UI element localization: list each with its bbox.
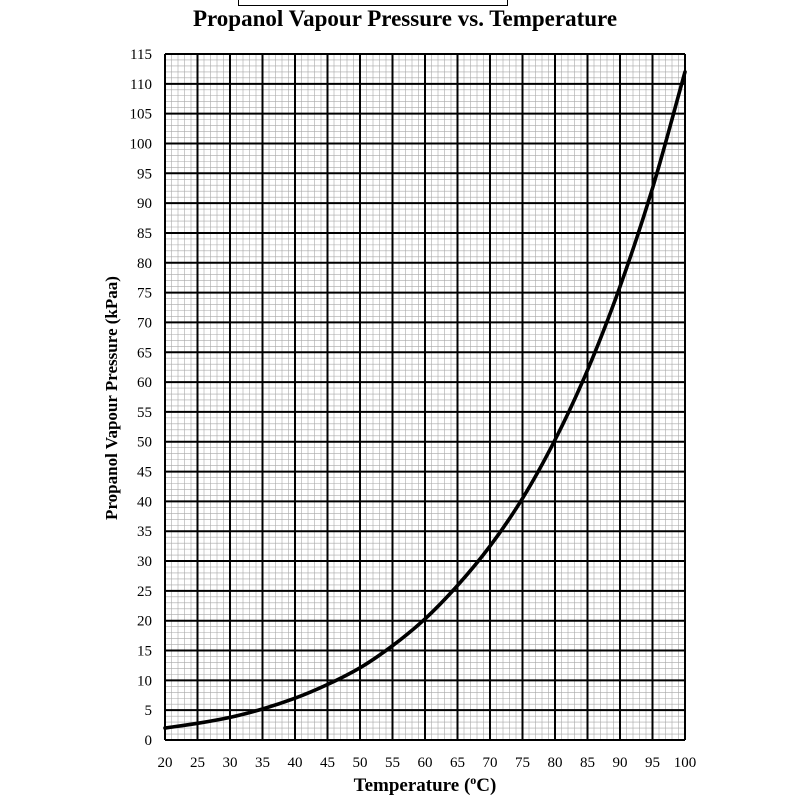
x-axis-label-main: Temperature ( xyxy=(354,775,471,796)
data-series xyxy=(163,70,687,730)
y-tick-label: 105 xyxy=(130,107,153,123)
y-tick-label: 10 xyxy=(137,673,152,689)
y-tick-label: 90 xyxy=(137,196,152,212)
y-tick-label: 35 xyxy=(137,524,152,540)
y-tick-label: 20 xyxy=(137,614,152,630)
y-tick-label: 15 xyxy=(137,644,152,660)
y-tick-label: 40 xyxy=(137,494,152,510)
x-tick-label: 30 xyxy=(223,755,238,771)
y-tick-label: 110 xyxy=(130,77,152,93)
x-tick-label: 85 xyxy=(580,755,595,771)
x-tick-label: 100 xyxy=(674,755,697,771)
x-tick-label: 65 xyxy=(450,755,465,771)
y-tick-label: 60 xyxy=(137,375,152,391)
y-axis-label: Propanol Vapour Pressure (kPaa) xyxy=(102,276,121,520)
chart-title: Propanol Vapour Pressure vs. Temperature xyxy=(192,6,618,31)
y-tick-label: 70 xyxy=(137,315,152,331)
y-tick-label: 85 xyxy=(137,226,152,242)
x-tick-label: 55 xyxy=(385,755,400,771)
y-tick-label: 50 xyxy=(137,435,152,451)
y-tick-labels: 0 5 10 15 20 25 30 35 40 45 50 55 60 65 70 75 80 85 90 95 10… xyxy=(130,47,153,749)
x-tick-label: 35 xyxy=(255,755,270,771)
x-tick-label: 40 xyxy=(288,755,303,771)
x-tick-label: 50 xyxy=(353,755,368,771)
y-tick-label: 115 xyxy=(130,47,152,63)
x-axis-label-degree: o xyxy=(470,773,476,787)
x-tick-label: 75 xyxy=(515,755,530,771)
x-tick-label: 80 xyxy=(548,755,563,771)
y-tick-label: 30 xyxy=(137,554,152,570)
x-tick-label: 70 xyxy=(483,755,498,771)
y-tick-label: 100 xyxy=(130,136,153,152)
x-tick-label: 45 xyxy=(320,755,335,771)
y-tick-label: 25 xyxy=(137,584,152,600)
y-tick-label: 0 xyxy=(145,733,153,749)
y-tick-label: 80 xyxy=(137,256,152,272)
y-tick-label: 5 xyxy=(145,703,153,719)
x-tick-labels: 20 25 30 35 40 45 50 55 60 65 70 75 80 85 90 95 100 xyxy=(158,755,697,771)
x-axis-label: Temperature (oC) xyxy=(354,773,497,796)
y-tick-label: 75 xyxy=(137,286,152,302)
x-tick-label: 20 xyxy=(158,755,173,771)
y-tick-label: 95 xyxy=(137,166,152,182)
major-gridlines xyxy=(164,53,686,741)
y-tick-label: 55 xyxy=(137,405,152,421)
y-tick-label: 45 xyxy=(137,465,152,481)
x-tick-label: 90 xyxy=(613,755,628,771)
series-line xyxy=(163,70,687,730)
x-tick-label: 95 xyxy=(645,755,660,771)
x-tick-label: 60 xyxy=(418,755,433,771)
y-tick-label: 65 xyxy=(137,345,152,361)
x-axis-label-unit: C) xyxy=(476,775,496,796)
top-border-fragment xyxy=(238,0,508,6)
x-tick-label: 25 xyxy=(190,755,205,771)
